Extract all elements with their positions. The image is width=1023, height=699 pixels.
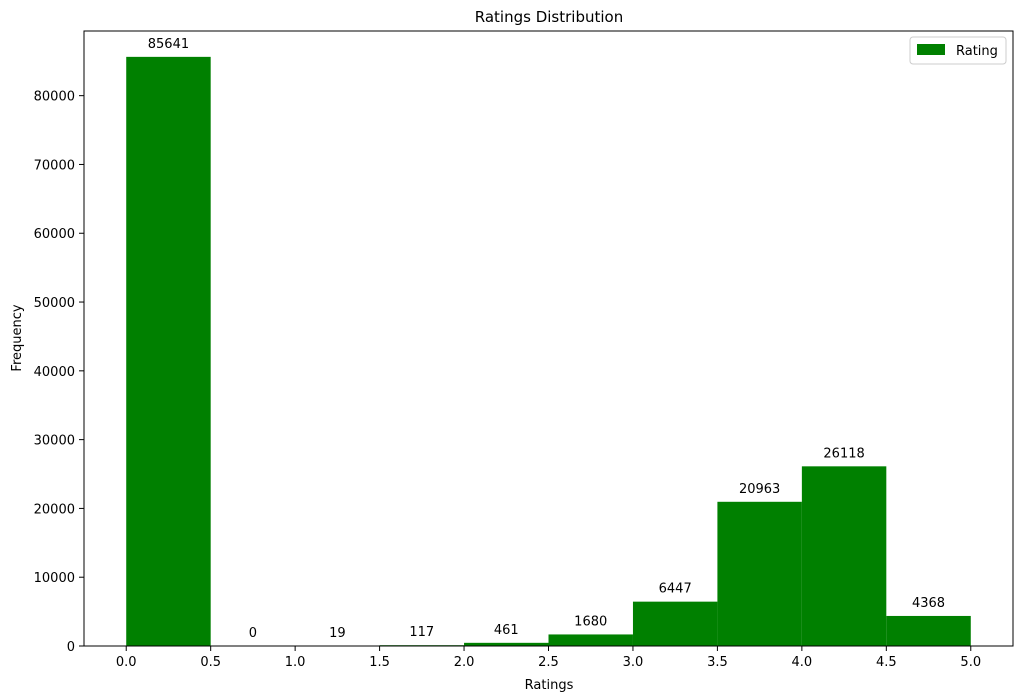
x-axis-label: Ratings (525, 678, 574, 693)
bar-6 (632, 601, 718, 646)
bar-9 (886, 615, 971, 646)
y-tick-label-8: 80000 (34, 90, 75, 105)
bar-0 (126, 56, 211, 647)
plot-frame (83, 30, 1014, 647)
x-tick-label-4: 2.0 (454, 655, 475, 670)
bar-label-3: 117 (409, 625, 434, 640)
x-tick-label-9: 4.5 (876, 655, 897, 670)
bar-label-0: 85641 (148, 37, 189, 52)
y-axis-ticks: 0 10000 20000 30000 40000 50000 60000 70000 8000… (34, 90, 84, 655)
y-tick-label-1: 10000 (34, 571, 75, 586)
y-axis-label: Frequency (10, 304, 25, 371)
bar-label-9: 4368 (912, 596, 945, 611)
bar-label-5: 1680 (574, 614, 607, 629)
x-tick-label-10: 5.0 (960, 655, 981, 670)
x-tick-label-7: 3.5 (707, 655, 728, 670)
bar-label-6: 6447 (659, 582, 692, 597)
legend-frame (909, 36, 1007, 65)
y-tick-label-2: 20000 (34, 502, 75, 517)
x-tick-label-5: 2.5 (538, 655, 559, 670)
bar-4 (464, 642, 549, 646)
bar-label-8: 26118 (823, 446, 864, 461)
x-tick-label-6: 3.0 (623, 655, 644, 670)
x-axis-ticks: 0.0 0.5 1.0 1.5 2.0 2.5 3.0 3.5 4.0 4.5 5.0 (116, 646, 981, 670)
y-tick-label-7: 70000 (34, 158, 75, 173)
legend: Rating (909, 36, 1007, 65)
x-tick-label-1: 0.5 (200, 655, 221, 670)
bars-group (126, 56, 971, 647)
y-tick-label-3: 30000 (34, 434, 75, 449)
y-tick-label-0: 0 (67, 640, 75, 655)
chart-title: Ratings Distribution (475, 8, 623, 26)
y-tick-label-6: 60000 (34, 227, 75, 242)
legend-label: Rating (956, 44, 998, 59)
legend-swatch (917, 44, 945, 55)
bar-label-1: 0 (249, 626, 257, 641)
x-tick-label-8: 4.0 (792, 655, 813, 670)
bar-label-7: 20963 (739, 482, 780, 497)
bar-label-2: 19 (329, 626, 346, 641)
bar-7 (717, 501, 802, 646)
x-tick-label-2: 1.0 (285, 655, 306, 670)
bar-label-4: 461 (494, 623, 519, 638)
bar-5 (548, 634, 633, 646)
y-tick-label-5: 50000 (34, 296, 75, 311)
bar-8 (801, 466, 887, 646)
y-tick-label-4: 40000 (34, 365, 75, 380)
bar-data-labels: 85641 0 19 117 461 1680 6447 20963 26118 4368 (148, 37, 945, 641)
x-tick-label-0: 0.0 (116, 655, 137, 670)
x-tick-label-3: 1.5 (369, 655, 390, 670)
